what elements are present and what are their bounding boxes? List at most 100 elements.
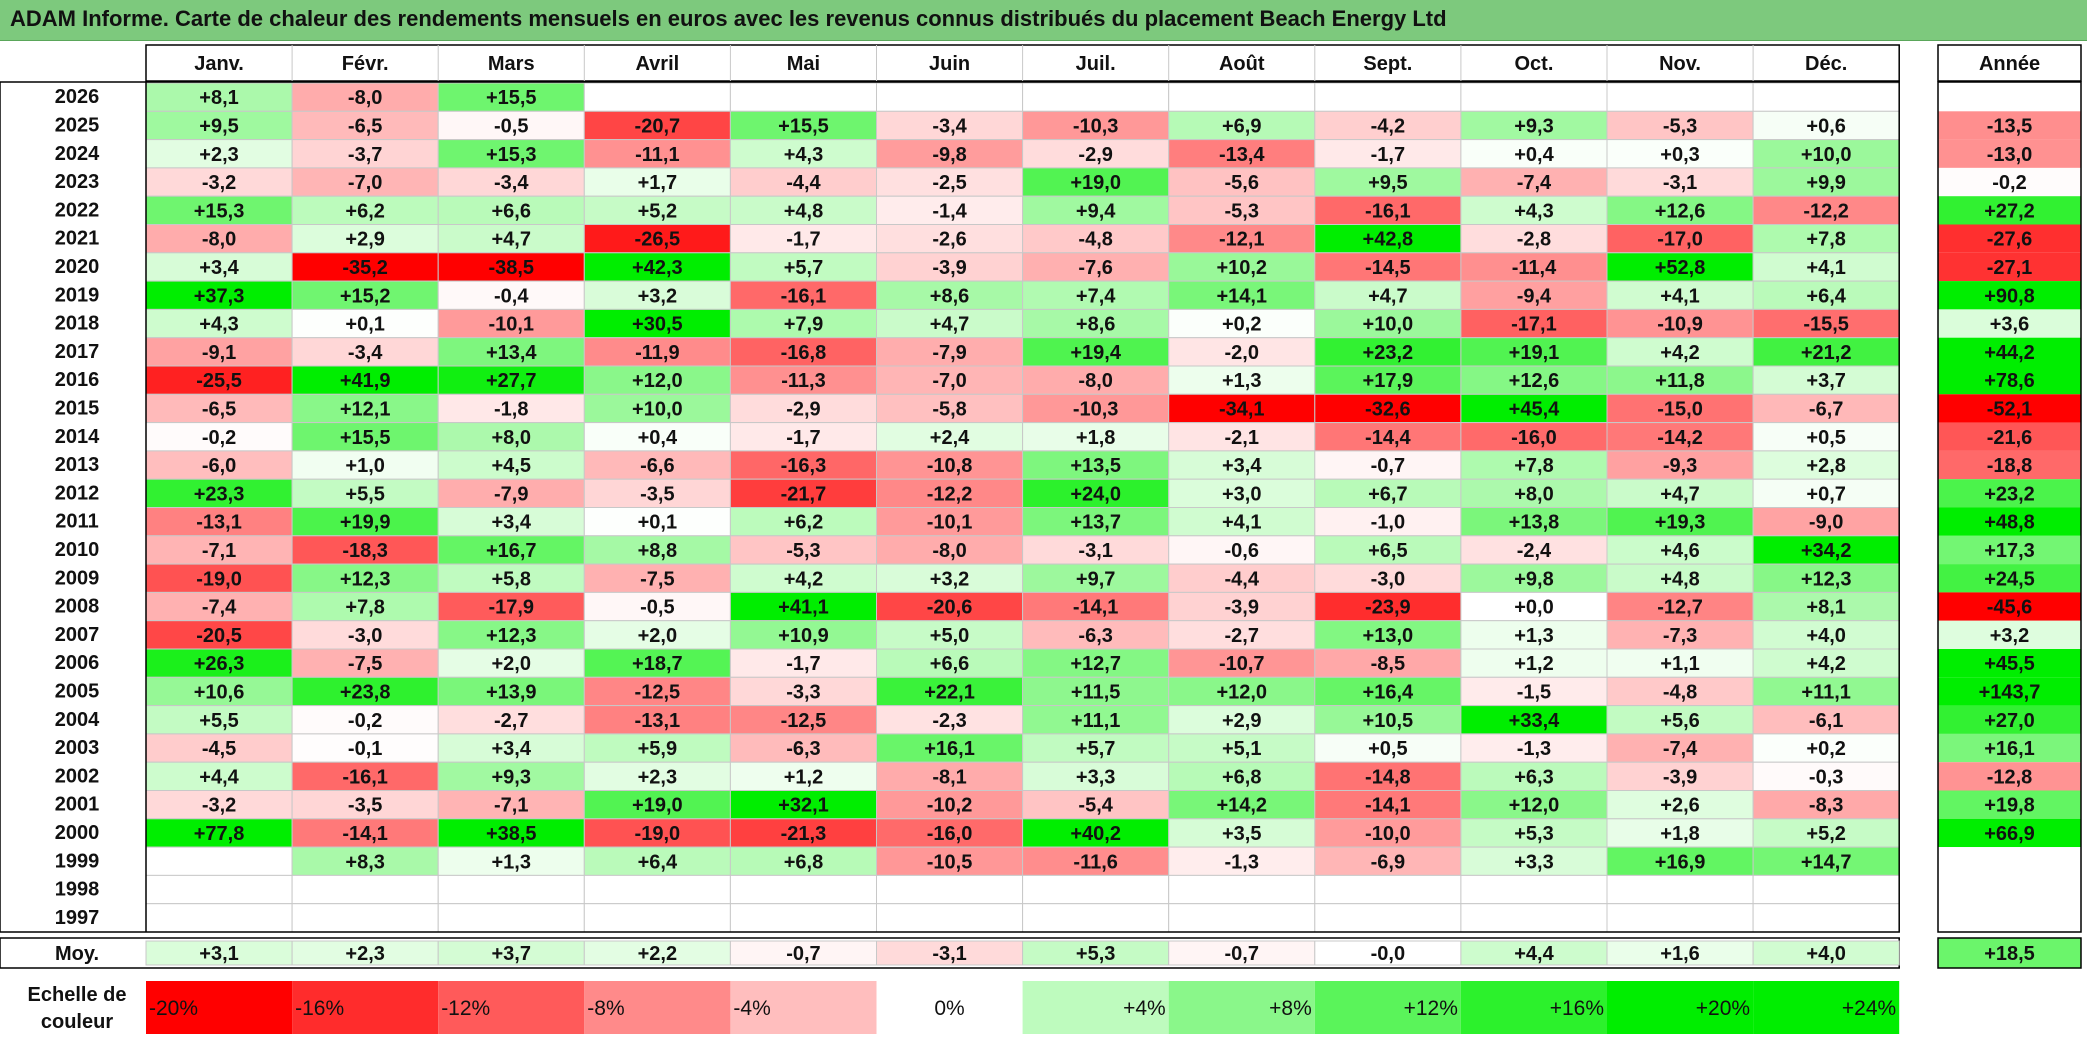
cell-value: -16,1: [1365, 200, 1411, 222]
heatmap-cell: [876, 676, 1024, 707]
heatmap-cell: [291, 82, 439, 112]
cell-value: -2,1: [1225, 427, 1259, 449]
cell-value: -7,4: [1663, 738, 1698, 760]
cell-value: +7,9: [784, 314, 823, 336]
year-label: 2001: [55, 794, 100, 816]
heatmap-cell: [145, 195, 293, 225]
title-bar: ADAM Informe. Carte de chaleur des rende…: [0, 0, 2087, 41]
heatmap-cell: [1022, 676, 1170, 707]
heatmap-cell: [876, 507, 1024, 537]
heatmap-cell: [145, 620, 293, 650]
cell-value: -0,1: [348, 738, 382, 760]
cell-value: -2,7: [1225, 625, 1259, 647]
cell-value: -5,3: [1663, 115, 1697, 137]
heatmap-cell: [1314, 620, 1462, 650]
heatmap-cell: [1022, 393, 1170, 424]
heatmap-cell: [1606, 874, 1754, 905]
cell-value: +13,4: [486, 342, 537, 364]
cell-value: +16,7: [486, 540, 537, 562]
month-header-6: Juin: [929, 53, 970, 75]
cell-value: -3,2: [202, 795, 236, 817]
cell-value: -1,7: [786, 229, 820, 251]
year-label: 2014: [55, 426, 100, 448]
cell-value: -14,5: [1365, 257, 1411, 279]
cell-value: +6,5: [1368, 540, 1407, 562]
heatmap-cell: [1752, 648, 1900, 678]
heatmap-cell: [1460, 110, 1608, 141]
heatmap-cell: [437, 337, 585, 367]
heatmap-cell: [1460, 874, 1608, 905]
heatmap-cell: [1752, 620, 1900, 650]
cell-value: +1,0: [345, 455, 384, 477]
average-value: +2,3: [345, 943, 384, 965]
cell-value: -10,2: [927, 795, 973, 817]
heatmap-cell: [1606, 224, 1754, 254]
cell-value: +1,8: [1076, 427, 1115, 449]
heatmap-cell: [291, 422, 439, 452]
cell-value: +4,7: [930, 314, 969, 336]
cell-value: +2,4: [930, 427, 970, 449]
cell-value: +13,8: [1509, 512, 1560, 534]
average-cell: [291, 940, 439, 966]
heatmap-cell: [583, 818, 731, 848]
annual-cell: [1938, 535, 2081, 565]
cell-value: -6,9: [1371, 851, 1405, 873]
cell-value: +4,8: [784, 200, 823, 222]
heatmap-cell: [437, 252, 585, 282]
heatmap-cell: [729, 365, 878, 395]
heatmap-cell: [1168, 761, 1316, 792]
cell-value: +13,9: [486, 681, 537, 703]
cell-value: +0,4: [638, 427, 678, 449]
cell-value: +3,4: [1222, 455, 1262, 477]
cell-value: +19,3: [1655, 512, 1706, 534]
heatmap-cell: [729, 195, 878, 225]
cell-value: -34,1: [1219, 398, 1265, 420]
heatmap-cell: [1460, 365, 1608, 395]
heatmap-cell: [1168, 195, 1316, 225]
cell-value: -1,7: [786, 653, 820, 675]
cell-value: +45,4: [1509, 398, 1560, 420]
heatmap-cell: [145, 818, 293, 848]
heatmap-cell: [437, 620, 585, 650]
cell-value: +0,0: [1514, 597, 1553, 619]
heatmap-cell: [729, 167, 878, 197]
heatmap-cell: [145, 846, 293, 876]
cell-value: -8,0: [932, 540, 966, 562]
cell-value: +2,9: [1222, 710, 1261, 732]
cell-value: +4,0: [1806, 625, 1845, 647]
cell-value: -3,0: [348, 625, 382, 647]
cell-value: +4,8: [1660, 568, 1699, 590]
cell-value: -3,1: [1078, 540, 1112, 562]
heatmap-cell: [1606, 563, 1754, 593]
cell-value: +5,7: [1076, 738, 1115, 760]
cell-value: -10,7: [1219, 653, 1265, 675]
cell-value: -1,3: [1225, 851, 1259, 873]
cell-value: -11,9: [635, 342, 679, 364]
cell-value: +5,7: [784, 257, 823, 279]
heatmap-cell: [1460, 733, 1608, 763]
cell-value: -7,0: [932, 370, 966, 392]
cell-value: -12,2: [927, 483, 973, 505]
heatmap-cell: [1314, 167, 1462, 197]
heatmap-cell: [145, 903, 293, 933]
cell-value: -4,2: [1371, 115, 1405, 137]
cell-value: +1,3: [1222, 370, 1261, 392]
cell-value: +12,3: [1801, 568, 1852, 590]
heatmap-cell: [437, 478, 585, 509]
cell-value: -3,9: [1663, 766, 1697, 788]
heatmap-cell: [1168, 733, 1316, 763]
heatmap-cell: [1168, 224, 1316, 254]
heatmap-cell: [1168, 874, 1316, 905]
cell-value: +4,3: [1514, 200, 1553, 222]
cell-value: +4,4: [199, 766, 239, 788]
cell-value: +5,0: [930, 625, 969, 647]
cell-value: +19,1: [1509, 342, 1560, 364]
body-border: [0, 81, 1900, 933]
heatmap-cell: [437, 903, 585, 933]
cell-value: +3,5: [1222, 823, 1261, 845]
cell-value: -35,2: [342, 257, 388, 279]
scale-swatch: [146, 981, 293, 1034]
heatmap-cell: [1752, 790, 1900, 820]
cell-value: -8,5: [1371, 653, 1405, 675]
annual-value: +27,2: [1984, 200, 2035, 222]
